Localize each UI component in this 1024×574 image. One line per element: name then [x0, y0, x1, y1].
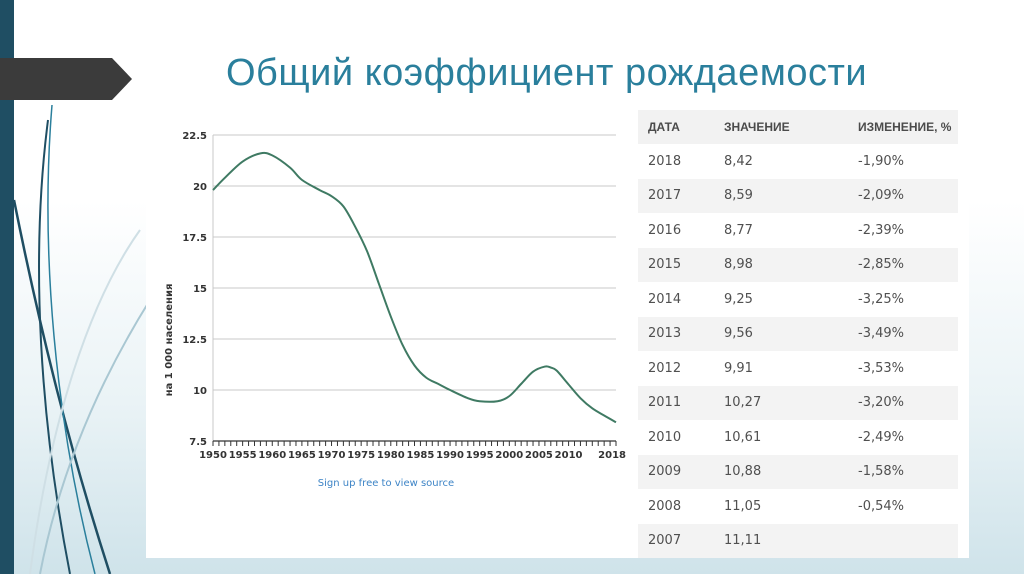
x-tick-label: 2005 [525, 450, 553, 461]
source-link[interactable]: Sign up free to view source [318, 478, 454, 489]
cell-value: 8,42 [714, 144, 848, 179]
title-arrow-tab [0, 58, 132, 100]
cell-value: 9,25 [714, 282, 848, 317]
cell-change [848, 523, 958, 558]
header-value: ЗНАЧЕНИЕ [714, 110, 848, 144]
cell-date: 2012 [638, 351, 714, 386]
cell-value: 9,91 [714, 351, 848, 386]
cell-change: -0,54% [848, 489, 958, 524]
cell-change: -2,39% [848, 213, 958, 248]
cell-value: 11,11 [714, 523, 848, 558]
table-row: 2008 11,05 -0,54% [638, 489, 958, 524]
table-row: 2016 8,77 -2,39% [638, 213, 958, 248]
cell-date: 2018 [638, 144, 714, 179]
x-tick-label: 1985 [407, 450, 435, 461]
y-tick-label: 10 [193, 386, 207, 397]
table-row: 2014 9,25 -3,25% [638, 282, 958, 317]
cell-date: 2017 [638, 178, 714, 213]
table-row: 2018 8,42 -1,90% [638, 144, 958, 179]
cell-date: 2013 [638, 316, 714, 351]
cell-date: 2007 [638, 523, 714, 558]
y-tick-label: 20 [193, 182, 207, 193]
cell-date: 2009 [638, 454, 714, 489]
cell-change: -2,49% [848, 420, 958, 455]
x-tick-label: 1965 [288, 450, 316, 461]
x-tick-label: 1970 [318, 450, 346, 461]
sidebar-bar [0, 0, 14, 574]
cell-change: -3,53% [848, 351, 958, 386]
cell-value: 8,77 [714, 213, 848, 248]
y-axis-label: на 1 000 населения [164, 284, 175, 397]
cell-change: -3,25% [848, 282, 958, 317]
y-axis-ticks: 22.5 20 17.5 15 12.5 10 7.5 [182, 131, 207, 448]
y-tick-label: 22.5 [182, 131, 207, 142]
table-row: 2010 10,61 -2,49% [638, 420, 958, 455]
y-tick-label: 7.5 [189, 437, 207, 448]
cell-value: 8,98 [714, 247, 848, 282]
cell-date: 2011 [638, 385, 714, 420]
cell-value: 10,27 [714, 385, 848, 420]
x-tick-label: 1990 [436, 450, 464, 461]
y-tick-label: 12.5 [182, 335, 207, 346]
cell-value: 10,88 [714, 454, 848, 489]
x-axis-ticks: 1950 1955 1960 1965 1970 1975 1980 1985 1990 1995… [199, 441, 626, 461]
x-tick-label: 1955 [229, 450, 257, 461]
y-tick-label: 17.5 [182, 233, 207, 244]
table-row: 2009 10,88 -1,58% [638, 454, 958, 489]
table-row: 2017 8,59 -2,09% [638, 178, 958, 213]
grid [212, 134, 616, 442]
cell-value: 9,56 [714, 316, 848, 351]
x-tick-label: 2000 [495, 450, 523, 461]
x-tick-label: 1950 [199, 450, 227, 461]
slide-title: Общий коэффициент рождаемости [226, 52, 868, 94]
cell-change: -3,49% [848, 316, 958, 351]
cell-date: 2008 [638, 489, 714, 524]
cell-date: 2014 [638, 282, 714, 317]
data-table: ДАТА ЗНАЧЕНИЕ ИЗМЕНЕНИЕ, % 2018 8,42 -1,90… [638, 110, 958, 558]
x-tick-label: 1980 [377, 450, 405, 461]
x-tick-label: 1995 [466, 450, 494, 461]
series-line [212, 151, 617, 424]
table-row: 2012 9,91 -3,53% [638, 351, 958, 386]
cell-change: -2,85% [848, 247, 958, 282]
cell-value: 8,59 [714, 178, 848, 213]
y-tick-label: 15 [193, 284, 207, 295]
cell-change: -3,20% [848, 385, 958, 420]
table-row: 2007 11,11 [638, 523, 958, 558]
table-row: 2015 8,98 -2,85% [638, 247, 958, 282]
x-tick-label: 2018 [598, 450, 626, 461]
cell-change: -1,90% [848, 144, 958, 179]
x-tick-label: 1960 [258, 450, 286, 461]
cell-value: 11,05 [714, 489, 848, 524]
decorative-curves [12, 104, 151, 574]
cell-date: 2015 [638, 247, 714, 282]
cell-date: 2010 [638, 420, 714, 455]
header-date: ДАТА [638, 110, 714, 144]
cell-value: 10,61 [714, 420, 848, 455]
table-row: 2011 10,27 -3,20% [638, 385, 958, 420]
cell-change: -2,09% [848, 178, 958, 213]
header-change: ИЗМЕНЕНИЕ, % [848, 110, 958, 144]
cell-change: -1,58% [848, 454, 958, 489]
table-header-row: ДАТА ЗНАЧЕНИЕ ИЗМЕНЕНИЕ, % [638, 110, 958, 144]
x-tick-label: 2010 [555, 450, 583, 461]
table-row: 2013 9,56 -3,49% [638, 316, 958, 351]
cell-date: 2016 [638, 213, 714, 248]
x-tick-label: 1975 [347, 450, 375, 461]
